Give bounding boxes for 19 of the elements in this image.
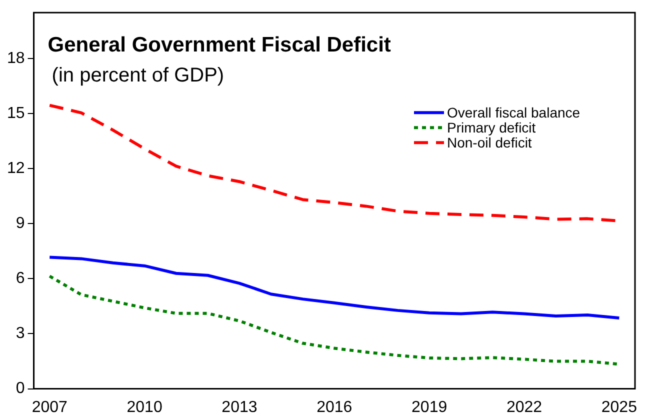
legend-label: Non-oil deficit xyxy=(447,134,532,151)
legend-label: Primary deficit xyxy=(447,120,536,136)
y-tick-label: 18 xyxy=(7,50,25,67)
y-tick-label: 15 xyxy=(7,104,25,122)
x-tick-label: 2025 xyxy=(601,398,638,416)
y-tick-label: 6 xyxy=(16,270,25,288)
x-tick-label: 2010 xyxy=(126,398,162,416)
y-tick-label: 9 xyxy=(16,215,25,232)
x-tick-label: 2022 xyxy=(506,398,542,416)
y-tick-label: 0 xyxy=(16,380,25,398)
x-tick-label: 2016 xyxy=(316,398,352,416)
text: (in percent of GDP) xyxy=(52,64,224,87)
text: General Government Fiscal Deficit xyxy=(48,34,391,57)
y-tick-label: 12 xyxy=(7,160,25,177)
y-tick-label: 3 xyxy=(16,325,25,342)
x-tick-label: 2019 xyxy=(412,398,448,416)
x-tick-label: 2007 xyxy=(32,398,68,416)
legend-label: Overall fiscal balance xyxy=(447,104,580,121)
x-tick-label: 2013 xyxy=(222,398,258,416)
